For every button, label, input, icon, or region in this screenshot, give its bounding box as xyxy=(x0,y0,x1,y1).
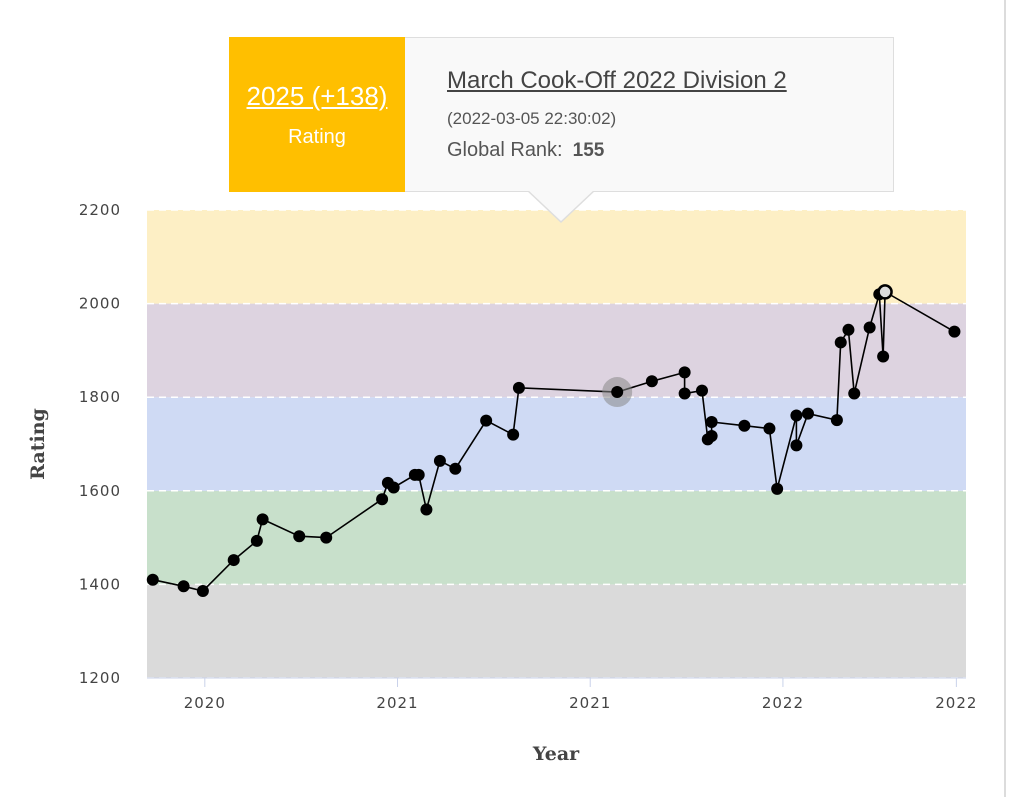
selected-data-point[interactable] xyxy=(877,284,893,300)
data-point[interactable] xyxy=(705,430,718,443)
data-point[interactable] xyxy=(256,513,269,526)
data-point[interactable] xyxy=(196,584,209,597)
y-tick-2200: 2200 xyxy=(79,201,121,219)
tooltip-contest-info: March Cook-Off 2022 Division 2 (2022-03-… xyxy=(447,67,787,162)
data-point[interactable] xyxy=(801,407,814,420)
data-point[interactable] xyxy=(790,409,803,422)
data-point[interactable] xyxy=(387,481,400,494)
data-point[interactable] xyxy=(449,462,462,475)
data-point[interactable] xyxy=(512,381,525,394)
y-axis-title: Rating xyxy=(27,408,49,480)
rating-band-1600-1800 xyxy=(147,397,966,491)
rating-points[interactable] xyxy=(146,284,961,597)
tooltip-arrow xyxy=(527,189,595,221)
data-point[interactable] xyxy=(771,482,784,495)
x-axis-ticks: 2020 2021 2021 2022 2022 xyxy=(184,678,977,712)
y-tick-1200: 1200 xyxy=(79,669,121,687)
x-tick-label-0: 2020 xyxy=(184,694,226,712)
x-tick-label-2: 2021 xyxy=(569,694,611,712)
tooltip-rating-value[interactable]: 2025 (+138) xyxy=(246,81,388,111)
rating-band-2000-2200 xyxy=(147,210,966,304)
y-axis-ticks: 1200 1400 1600 1800 2000 2200 xyxy=(79,201,121,687)
data-point[interactable] xyxy=(376,493,389,506)
data-point[interactable] xyxy=(678,366,691,379)
data-point[interactable] xyxy=(433,454,446,467)
data-point[interactable] xyxy=(412,468,425,481)
tooltip-rating-label: Rating xyxy=(288,126,346,148)
data-point[interactable] xyxy=(695,384,708,397)
page-right-border xyxy=(1004,0,1006,797)
data-point[interactable] xyxy=(678,387,691,400)
x-tick-label-3: 2022 xyxy=(762,694,804,712)
data-point[interactable] xyxy=(863,321,876,334)
data-point[interactable] xyxy=(227,554,240,567)
data-point[interactable] xyxy=(177,580,190,593)
data-point[interactable] xyxy=(705,416,718,429)
data-point[interactable] xyxy=(480,414,493,427)
tooltip-rank-value: 155 xyxy=(572,140,605,161)
data-point[interactable] xyxy=(146,573,159,586)
tooltip-rank-label: Global Rank: xyxy=(447,139,563,161)
data-point[interactable] xyxy=(420,503,433,516)
data-point[interactable] xyxy=(645,375,658,388)
data-point[interactable] xyxy=(507,428,520,441)
data-point[interactable] xyxy=(842,323,855,336)
x-tick-label-4: 2022 xyxy=(935,694,977,712)
rating-bands xyxy=(147,210,966,678)
rating-band-1200-1400 xyxy=(147,584,966,678)
tooltip-contest-link[interactable]: March Cook-Off 2022 Division 2 xyxy=(447,67,787,94)
y-tick-1400: 1400 xyxy=(79,575,121,593)
rating-band-1400-1600 xyxy=(147,490,966,585)
x-axis-title: Year xyxy=(532,743,580,765)
tooltip-global-rank: Global Rank: 155 xyxy=(447,139,787,162)
data-point[interactable] xyxy=(293,530,306,543)
data-point[interactable] xyxy=(948,325,961,338)
data-point[interactable] xyxy=(738,419,751,432)
data-point[interactable] xyxy=(250,534,263,547)
data-point[interactable] xyxy=(834,336,847,349)
data-point[interactable] xyxy=(790,439,803,452)
data-point[interactable] xyxy=(830,414,843,427)
rating-band-1800-2000 xyxy=(147,303,966,398)
contest-tooltip: 2025 (+138) Rating March Cook-Off 2022 D… xyxy=(229,37,894,223)
y-tick-1600: 1600 xyxy=(79,482,121,500)
data-point[interactable] xyxy=(848,387,861,400)
data-point[interactable] xyxy=(320,531,333,544)
x-tick-label-1: 2021 xyxy=(376,694,418,712)
y-tick-1800: 1800 xyxy=(79,388,121,406)
data-point[interactable] xyxy=(763,422,776,435)
tooltip-rating-panel: 2025 (+138) Rating xyxy=(229,37,405,192)
tooltip-contest-date: (2022-03-05 22:30:02) xyxy=(447,109,617,128)
data-point[interactable] xyxy=(877,350,890,363)
data-point[interactable] xyxy=(611,386,624,399)
y-tick-2000: 2000 xyxy=(79,295,121,313)
